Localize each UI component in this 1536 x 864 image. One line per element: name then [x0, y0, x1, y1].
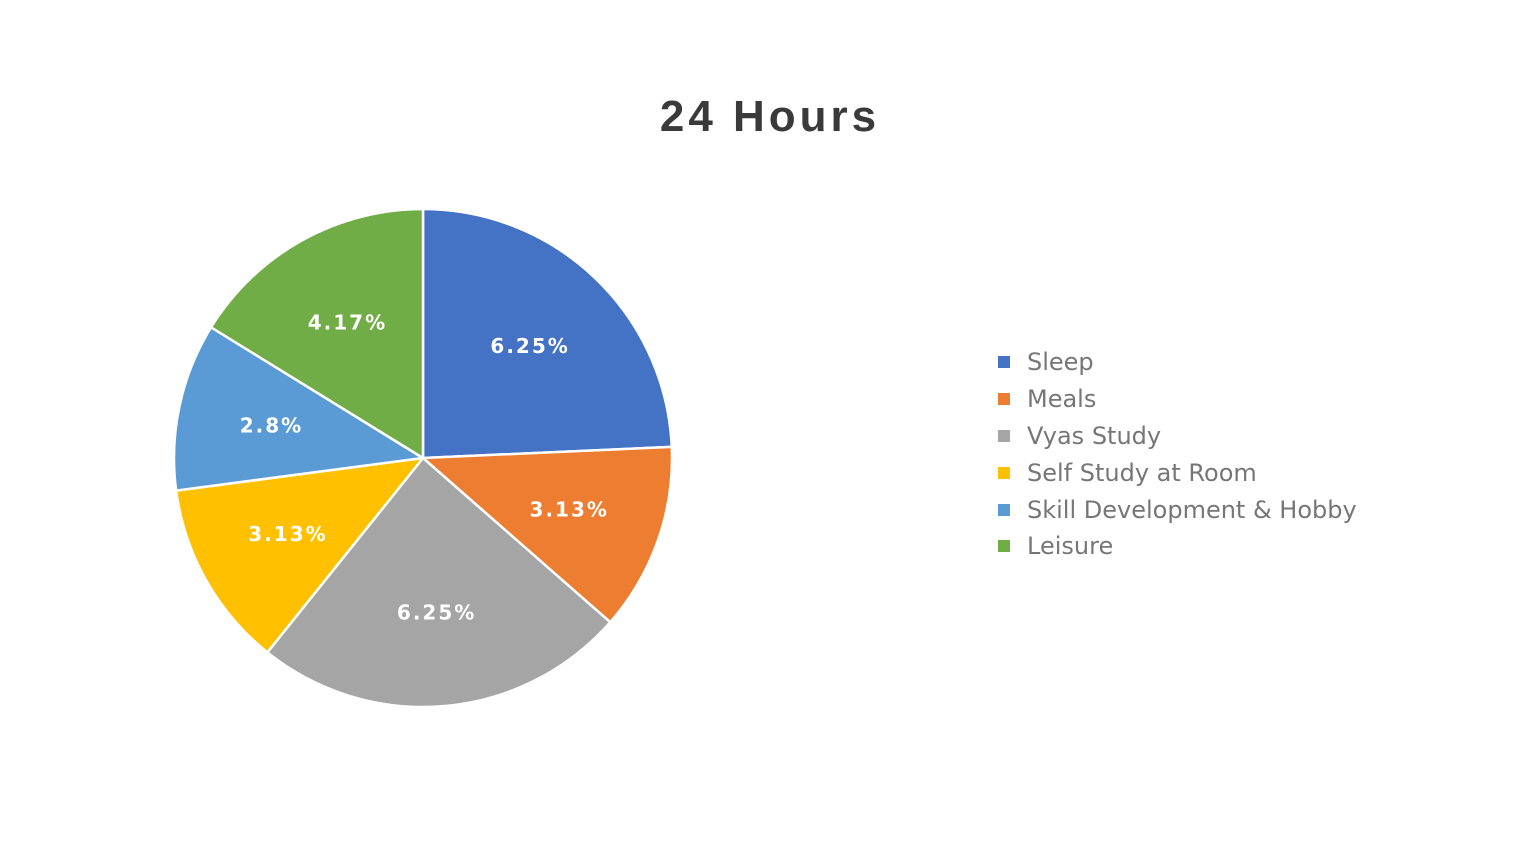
data-label-skill-development-and-hobby: 2.8%: [240, 414, 303, 438]
legend-item-meals: Meals: [998, 381, 1357, 418]
pie-slice-vyas-study: [266, 456, 612, 709]
legend-label: Sleep: [1027, 348, 1094, 377]
legend-item-leisure: Leisure: [998, 528, 1357, 565]
legend-item-vyas-study: Vyas Study: [998, 418, 1357, 455]
data-label-vyas-study: 6.25%: [397, 600, 476, 624]
pie-slice-meals: [421, 445, 674, 624]
legend-label: Self Study at Room: [1027, 458, 1257, 487]
legend-swatch: [998, 356, 1010, 369]
data-label-leisure: 4.17%: [308, 311, 387, 335]
legend-item-sleep: Sleep: [998, 344, 1357, 381]
legend-label: Meals: [1027, 385, 1097, 414]
data-label-meals: 3.13%: [530, 497, 609, 521]
legend-swatch: [998, 466, 1010, 479]
chart-legend: Sleep Meals Vyas Study Self Study at Room Sk…: [998, 344, 1357, 565]
legend-swatch: [998, 429, 1010, 442]
pie-slice-sleep: [421, 207, 674, 460]
pie-slice-self-study-at-room: [174, 456, 425, 654]
pie-slice-leisure: [209, 207, 425, 460]
legend-item-self-study-at-room: Self Study at Room: [998, 454, 1357, 491]
data-label-sleep: 6.25%: [490, 334, 569, 358]
pie-slice-skill-development-and-hobby: [172, 326, 425, 492]
legend-label: Vyas Study: [1027, 421, 1162, 450]
data-label-self-study-at-room: 3.13%: [248, 522, 327, 546]
legend-item-skill-development-and-hobby: Skill Development & Hobby: [998, 491, 1357, 528]
legend-swatch: [998, 393, 1010, 406]
legend-label: Skill Development & Hobby: [1027, 495, 1357, 524]
legend-swatch: [998, 503, 1010, 516]
chart-title: 24 Hours: [659, 92, 881, 141]
legend-swatch: [998, 540, 1010, 553]
legend-label: Leisure: [1027, 532, 1114, 561]
